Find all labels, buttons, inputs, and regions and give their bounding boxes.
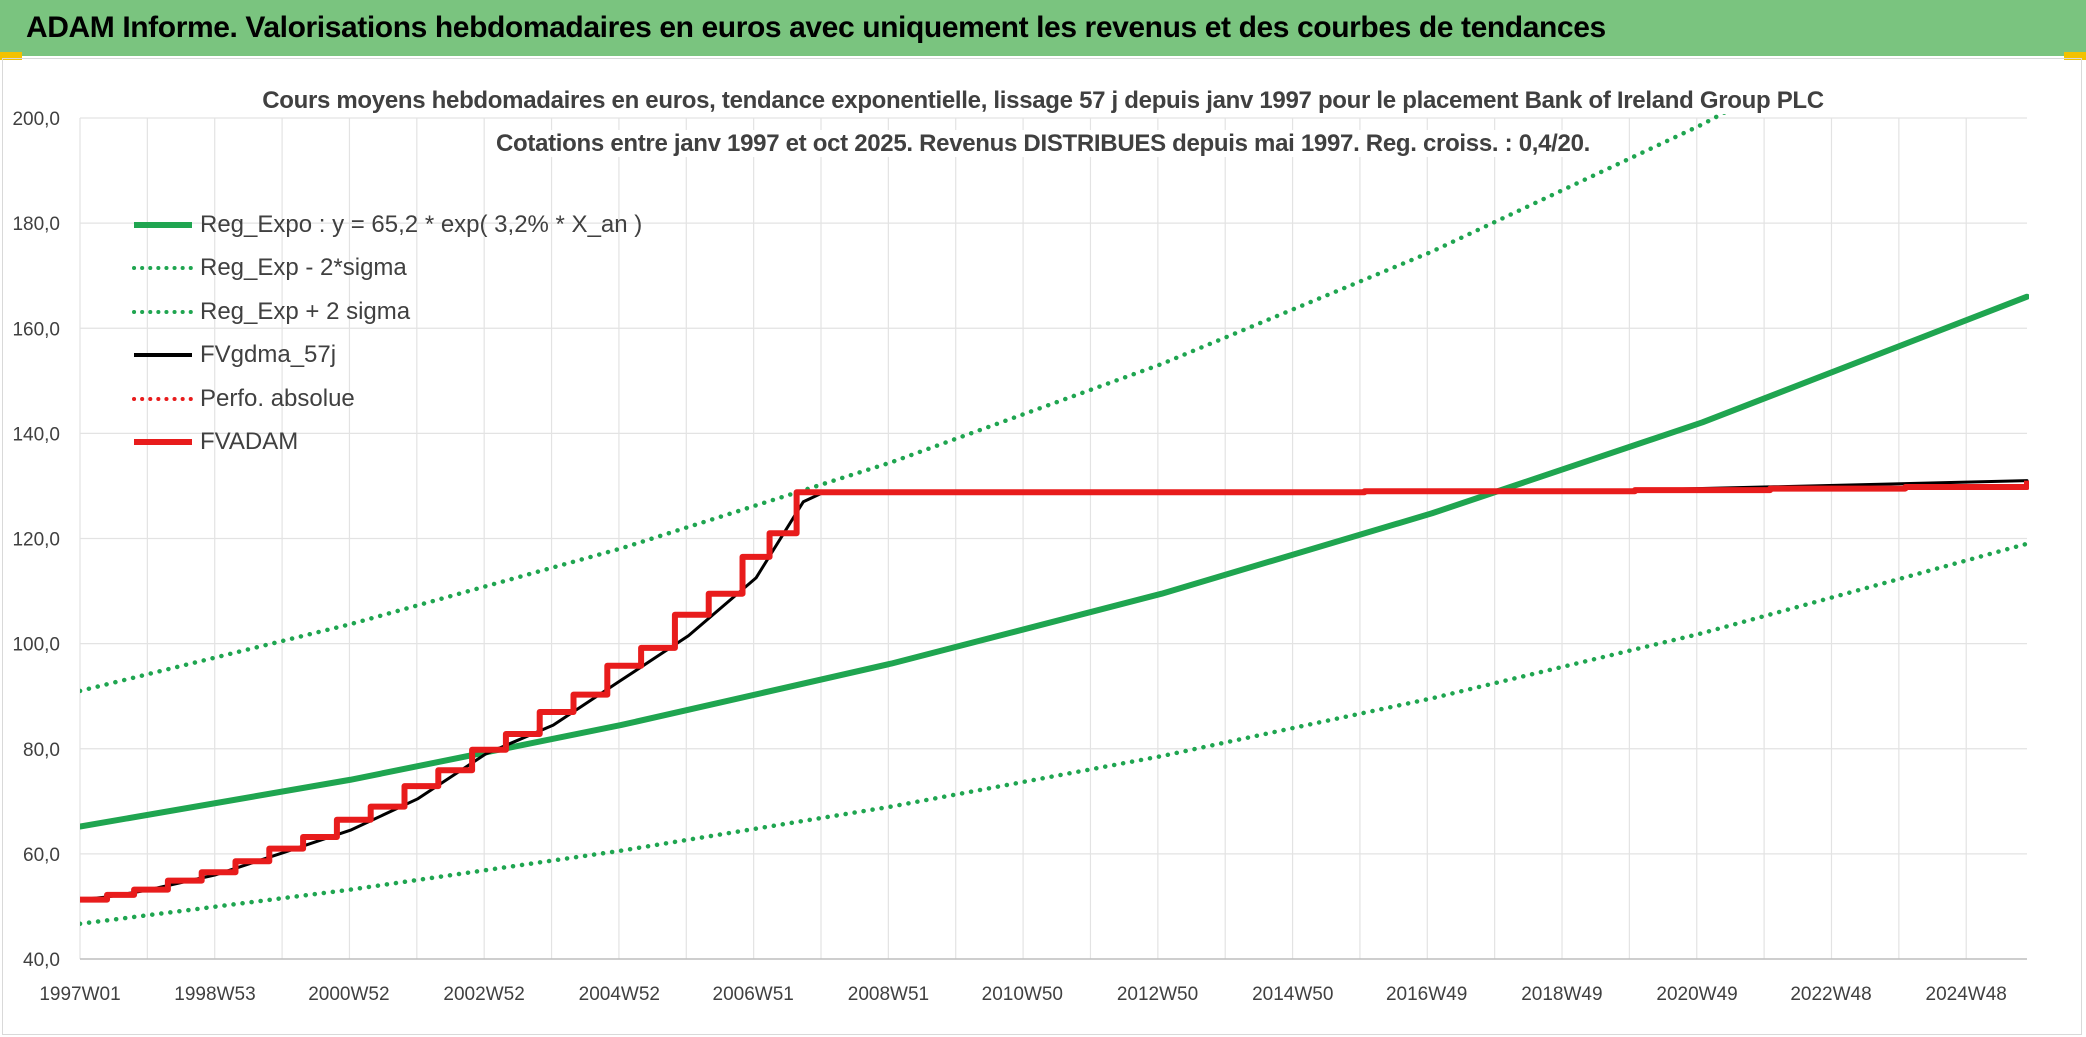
y-tick-label: 120,0	[12, 530, 60, 551]
series-line	[80, 541, 2029, 927]
x-axis-ticks: 1997W01 1998W53 2000W52 2002W52 2004W52 2006W…	[39, 984, 2007, 1005]
chart-grid	[79, 117, 2027, 960]
chart-frame	[2, 58, 2082, 1035]
y-tick-label: 100,0	[12, 635, 60, 656]
x-tick-label: 2004W52	[579, 984, 660, 1005]
legend-swatch	[132, 302, 194, 322]
series-line	[80, 479, 2029, 902]
chart-subtitle: Cotations entre janv 1997 et oct 2025. R…	[489, 130, 1596, 157]
legend-swatch	[132, 389, 194, 409]
legend-label: FVgdma_57j	[200, 341, 337, 369]
chart-title: Cours moyens hebdomadaires en euros, ten…	[256, 87, 1830, 114]
y-tick-label: 40,0	[23, 950, 60, 971]
x-tick-label: 2012W50	[1117, 984, 1198, 1005]
legend-item: FVgdma_57j	[132, 334, 642, 378]
legend-swatch	[132, 432, 194, 452]
y-tick-label: 200,0	[12, 109, 60, 130]
x-tick-label: 1998W53	[174, 984, 255, 1005]
x-tick-label: 2006W51	[713, 984, 794, 1005]
x-tick-label: 2000W52	[308, 984, 389, 1005]
x-tick-label: 2020W49	[1656, 984, 1737, 1005]
x-tick-label: 2018W49	[1521, 984, 1602, 1005]
y-tick-label: 60,0	[23, 845, 60, 866]
x-tick-label: 2016W49	[1386, 984, 1467, 1005]
chart-title-line-2: Cotations entre janv 1997 et oct 2025. R…	[0, 130, 2086, 158]
corner-mark-left	[0, 52, 22, 60]
y-tick-label: 180,0	[12, 214, 60, 235]
chart-legend: Reg_Expo : y = 65,2 * exp( 3,2% * X_an )…	[132, 203, 642, 464]
y-tick-label: 140,0	[12, 424, 60, 445]
legend-item: Reg_Exp + 2 sigma	[132, 290, 642, 334]
legend-label: Reg_Expo : y = 65,2 * exp( 3,2% * X_an )	[200, 210, 643, 238]
y-axis-ticks: 40,0 60,0 80,0 100,0 120,0 140,0 160,0 180,0 200…	[12, 109, 60, 971]
chart-series	[80, 108, 2029, 927]
legend-item: Reg_Expo : y = 65,2 * exp( 3,2% * X_an )	[132, 203, 642, 247]
legend-label: Reg_Exp - 2*sigma	[200, 254, 407, 282]
x-tick-label: 2024W48	[1926, 984, 2007, 1005]
legend-swatch	[132, 258, 194, 278]
report-title: ADAM Informe. Valorisations hebdomadaire…	[26, 11, 1606, 44]
corner-mark-right	[2064, 52, 2086, 60]
chart-title-line-1: Cours moyens hebdomadaires en euros, ten…	[0, 87, 2086, 115]
x-tick-label: 2008W51	[848, 984, 929, 1005]
x-tick-label: 2002W52	[443, 984, 524, 1005]
x-tick-label: 2022W48	[1790, 984, 1871, 1005]
series-line	[80, 293, 2029, 830]
legend-item: FVADAM	[132, 421, 642, 465]
report-banner: ADAM Informe. Valorisations hebdomadaire…	[0, 0, 2086, 56]
legend-swatch	[132, 215, 194, 235]
x-tick-label: 1997W01	[39, 984, 120, 1005]
series-line	[80, 108, 1738, 694]
x-tick-label: 2010W50	[982, 984, 1063, 1005]
legend-label: FVADAM	[200, 428, 299, 456]
legend-swatch	[132, 345, 194, 365]
x-tick-label: 2014W50	[1252, 984, 1333, 1005]
series-line	[80, 480, 2029, 903]
legend-item: Reg_Exp - 2*sigma	[132, 247, 642, 291]
legend-item: Perfo. absolue	[132, 377, 642, 421]
legend-label: Reg_Exp + 2 sigma	[200, 297, 411, 325]
legend-label: Perfo. absolue	[200, 384, 355, 412]
y-tick-label: 80,0	[23, 740, 60, 761]
y-tick-label: 160,0	[12, 319, 60, 340]
